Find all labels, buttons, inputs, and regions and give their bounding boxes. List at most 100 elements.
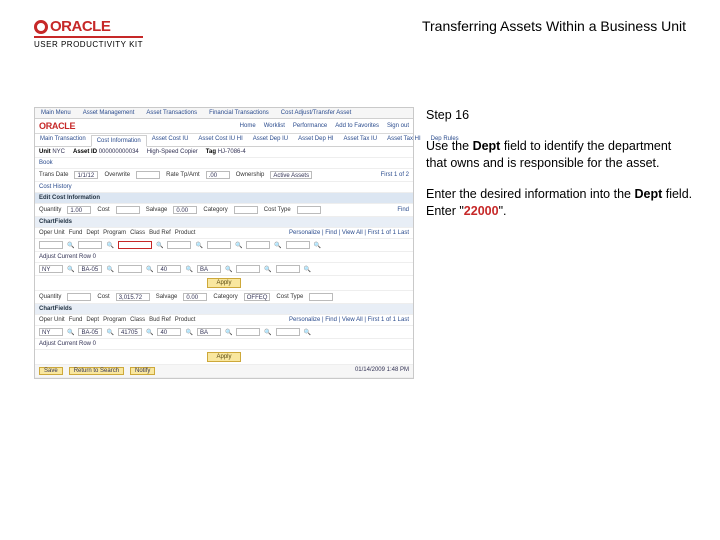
lookup-icon[interactable]: 🔍	[304, 266, 311, 273]
cost-type-label: Cost Type	[264, 207, 291, 213]
chartfields-header-2: Oper Unit Fund Dept Program Class Bud Re…	[35, 315, 413, 326]
tab-main-transaction[interactable]: Main Transaction	[35, 134, 91, 146]
oper-unit-input[interactable]	[39, 241, 63, 249]
budref-input[interactable]	[236, 265, 260, 273]
tab-asset-cost-iu[interactable]: Asset Cost IU	[147, 134, 194, 146]
instruction-panel: Step 16 Use the Dept field to identify t…	[414, 107, 694, 379]
lookup-icon[interactable]: 🔍	[264, 329, 271, 336]
save-button[interactable]: Save	[39, 367, 63, 375]
class-input[interactable]: BA	[197, 328, 221, 336]
dept-input[interactable]	[118, 265, 142, 273]
lookup-icon[interactable]: 🔍	[274, 242, 281, 249]
breadcrumb-item[interactable]: Main Menu	[35, 108, 77, 118]
dept-input[interactable]	[118, 241, 152, 249]
fund-input[interactable]: BA-05	[78, 265, 102, 273]
cost-input[interactable]	[116, 206, 140, 214]
program-label: Program	[103, 317, 126, 323]
header-links: Home Worklist Performance Add to Favorit…	[240, 123, 409, 129]
oper-unit-input[interactable]: NY	[39, 265, 63, 273]
tab-asset-dep-hi[interactable]: Asset Dep HI	[293, 134, 338, 146]
overwrite-check[interactable]	[136, 171, 160, 179]
salvage-input[interactable]: 0.00	[173, 206, 197, 214]
cost-type-input[interactable]	[309, 293, 333, 301]
cost-type-input[interactable]	[297, 206, 321, 214]
quantity-input[interactable]	[67, 293, 91, 301]
lookup-icon[interactable]: 🔍	[225, 329, 232, 336]
signout-link[interactable]: Sign out	[387, 123, 409, 129]
category-label: Category	[203, 207, 227, 213]
first-paging: 1 of 2	[394, 172, 409, 178]
trans-row: Trans Date 1/1/12 Overwrite Rate Tp/Amt …	[35, 169, 413, 182]
breadcrumb-item[interactable]: Cost Adjust/Transfer Asset	[275, 108, 357, 118]
lookup-icon[interactable]: 🔍	[67, 329, 74, 336]
breadcrumb-item[interactable]: Financial Transactions	[203, 108, 275, 118]
cost-history-link[interactable]: Cost History	[35, 182, 413, 193]
unit-label: Unit	[39, 149, 51, 155]
oper-unit-input[interactable]: NY	[39, 328, 63, 336]
lookup-icon[interactable]: 🔍	[106, 242, 113, 249]
favorites-link[interactable]: Add to Favorites	[335, 123, 379, 129]
lookup-icon[interactable]: 🔍	[225, 266, 232, 273]
lookup-icon[interactable]: 🔍	[185, 266, 192, 273]
trans-date-value: 1/1/12	[74, 171, 98, 179]
step-label: Step 16	[426, 107, 694, 124]
cost-input[interactable]: 3,015.72	[116, 293, 150, 301]
personalize-link[interactable]: Personalize | Find | View All |	[289, 230, 366, 236]
category-input[interactable]: OFFEQ	[244, 293, 271, 301]
budref-input[interactable]	[236, 328, 260, 336]
product-input[interactable]	[276, 265, 300, 273]
overwrite-label: Overwrite	[104, 172, 130, 178]
ownership-label: Ownership	[236, 172, 265, 178]
lookup-icon[interactable]: 🔍	[185, 329, 192, 336]
program-input[interactable]: 40	[157, 265, 181, 273]
apply-button[interactable]: Apply	[207, 352, 240, 362]
lookup-icon[interactable]: 🔍	[304, 329, 311, 336]
lookup-icon[interactable]: 🔍	[106, 266, 113, 273]
lookup-icon[interactable]: 🔍	[264, 266, 271, 273]
find-link[interactable]: Find	[397, 207, 409, 213]
apply-button[interactable]: Apply	[207, 278, 240, 288]
product-input[interactable]	[276, 328, 300, 336]
asset-id-value: 000000000034	[99, 149, 139, 155]
return-button[interactable]: Return to Search	[69, 367, 124, 375]
dept-label: Dept	[86, 317, 99, 323]
worklist-link[interactable]: Worklist	[264, 123, 285, 129]
budref-input[interactable]	[246, 241, 270, 249]
personalize-link[interactable]: Personalize | Find | View All |	[289, 317, 366, 323]
salvage-input[interactable]: 0.00	[183, 293, 207, 301]
lookup-icon[interactable]: 🔍	[146, 266, 153, 273]
fund-input[interactable]: BA-05	[78, 328, 102, 336]
class-input[interactable]: BA	[197, 265, 221, 273]
tab-asset-tax-iu[interactable]: Asset Tax IU	[338, 134, 382, 146]
breadcrumb-item[interactable]: Asset Management	[77, 108, 141, 118]
home-link[interactable]: Home	[240, 123, 256, 129]
quantity-label: Quantity	[39, 207, 61, 213]
lookup-icon[interactable]: 🔍	[67, 266, 74, 273]
ownership-value[interactable]: Active Assets	[270, 171, 312, 179]
program-input[interactable]	[167, 241, 191, 249]
embedded-app-screenshot: Main Menu Asset Management Asset Transac…	[34, 107, 414, 379]
fund-input[interactable]	[78, 241, 102, 249]
breadcrumb-item[interactable]: Asset Transactions	[140, 108, 203, 118]
performance-link[interactable]: Performance	[293, 123, 327, 129]
budref-label: Bud Ref	[149, 230, 171, 236]
lookup-icon[interactable]: 🔍	[235, 242, 242, 249]
quantity-input[interactable]: 1.00	[67, 206, 91, 214]
dept-input[interactable]: 41705	[118, 328, 142, 336]
tab-asset-cost-iu-hi[interactable]: Asset Cost IU HI	[193, 134, 247, 146]
product-input[interactable]	[286, 241, 310, 249]
notify-button[interactable]: Notify	[130, 367, 155, 375]
instruction-paragraph-1: Use the Dept field to identify the depar…	[426, 138, 694, 172]
lookup-icon[interactable]: 🔍	[67, 242, 74, 249]
lookup-icon[interactable]: 🔍	[146, 329, 153, 336]
lookup-icon[interactable]: 🔍	[195, 242, 202, 249]
lookup-icon[interactable]: 🔍	[314, 242, 321, 249]
tab-cost-information[interactable]: Cost Information	[91, 135, 147, 147]
class-input[interactable]	[207, 241, 231, 249]
program-input[interactable]: 40	[157, 328, 181, 336]
lookup-icon[interactable]: 🔍	[156, 242, 163, 249]
category-input[interactable]	[234, 206, 258, 214]
lookup-icon[interactable]: 🔍	[106, 329, 113, 336]
instruction-paragraph-2: Enter the desired information into the D…	[426, 186, 694, 220]
tab-asset-dep-iu[interactable]: Asset Dep IU	[248, 134, 293, 146]
